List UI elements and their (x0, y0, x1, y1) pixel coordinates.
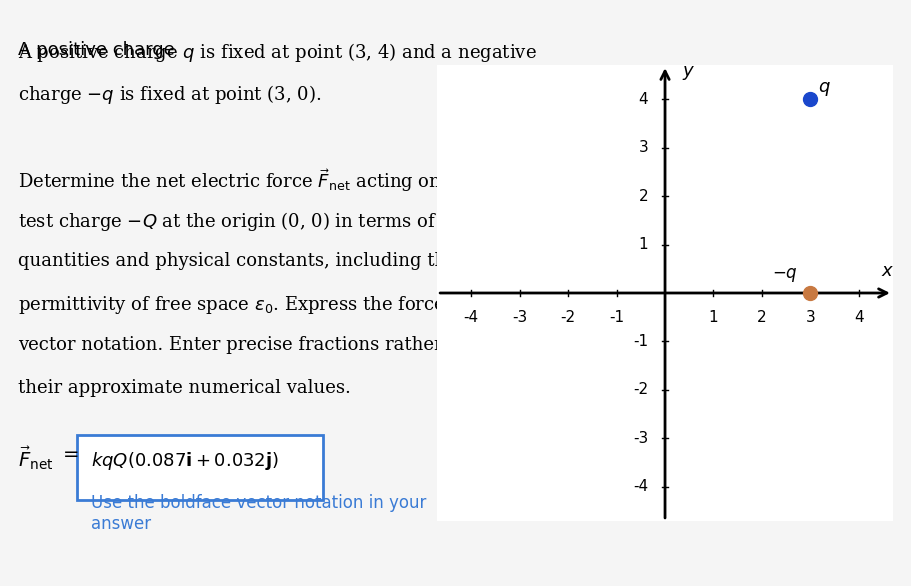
Text: A positive charge: A positive charge (18, 41, 180, 59)
Text: 4: 4 (639, 91, 648, 107)
Text: 4: 4 (854, 310, 864, 325)
Text: $y$: $y$ (682, 63, 695, 81)
Text: permittivity of free space $\varepsilon_0$. Express the force using $\mathbf{ij}: permittivity of free space $\varepsilon_… (18, 294, 562, 316)
Text: -2: -2 (560, 310, 576, 325)
Text: -4: -4 (464, 310, 479, 325)
Text: charge $-q$ is fixed at point (3, 0).: charge $-q$ is fixed at point (3, 0). (18, 83, 322, 106)
Text: $x$: $x$ (881, 262, 895, 280)
Text: -3: -3 (633, 431, 648, 446)
Text: Determine the net electric force $\vec{F}_{\rm net}$ acting on a negative: Determine the net electric force $\vec{F… (18, 168, 542, 195)
Text: $\vec{F}_{\rm net}$: $\vec{F}_{\rm net}$ (18, 444, 54, 472)
Text: quantities and physical constants, including the: quantities and physical constants, inclu… (18, 252, 457, 270)
Text: $q$: $q$ (818, 80, 831, 98)
Text: their approximate numerical values.: their approximate numerical values. (18, 379, 351, 397)
Text: vector notation. Enter precise fractions rather than entering: vector notation. Enter precise fractions… (18, 336, 574, 355)
Text: 1: 1 (639, 237, 648, 252)
Text: -1: -1 (609, 310, 624, 325)
Text: 3: 3 (805, 310, 815, 325)
Text: -2: -2 (633, 383, 648, 397)
Text: $-q$: $-q$ (772, 267, 797, 284)
Text: 1: 1 (709, 310, 718, 325)
Text: -4: -4 (633, 479, 648, 495)
FancyBboxPatch shape (77, 435, 323, 500)
Text: A positive charge $q$ is fixed at point (3, 4) and a negative: A positive charge $q$ is fixed at point … (18, 41, 537, 64)
Text: $=$: $=$ (59, 444, 79, 462)
Text: -3: -3 (512, 310, 527, 325)
Text: test charge $-Q$ at the origin (0, 0) in terms of the given: test charge $-Q$ at the origin (0, 0) in… (18, 210, 527, 233)
Text: Use the boldface vector notation in your
answer: Use the boldface vector notation in your… (91, 494, 426, 533)
Text: 3: 3 (639, 140, 648, 155)
Text: $kqQ(0.087\mathbf{i} + 0.032\mathbf{j})$: $kqQ(0.087\mathbf{i} + 0.032\mathbf{j})$ (91, 450, 279, 472)
Text: -1: -1 (633, 334, 648, 349)
Text: 2: 2 (757, 310, 767, 325)
Text: 2: 2 (639, 189, 648, 203)
